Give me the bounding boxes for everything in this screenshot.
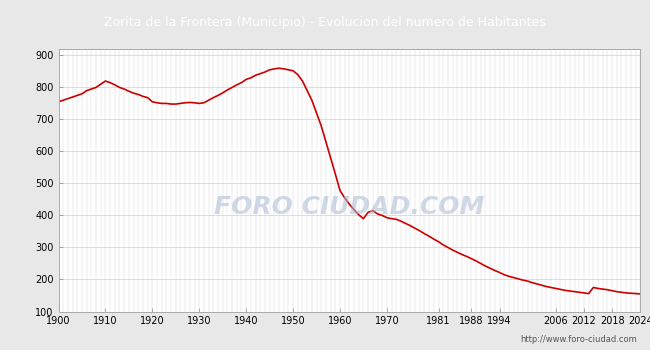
- Text: http://www.foro-ciudad.com: http://www.foro-ciudad.com: [520, 335, 637, 344]
- Text: FORO CIUDAD.COM: FORO CIUDAD.COM: [214, 195, 484, 218]
- Text: Zorita de la Frontera (Municipio) - Evolucion del numero de Habitantes: Zorita de la Frontera (Municipio) - Evol…: [104, 16, 546, 29]
